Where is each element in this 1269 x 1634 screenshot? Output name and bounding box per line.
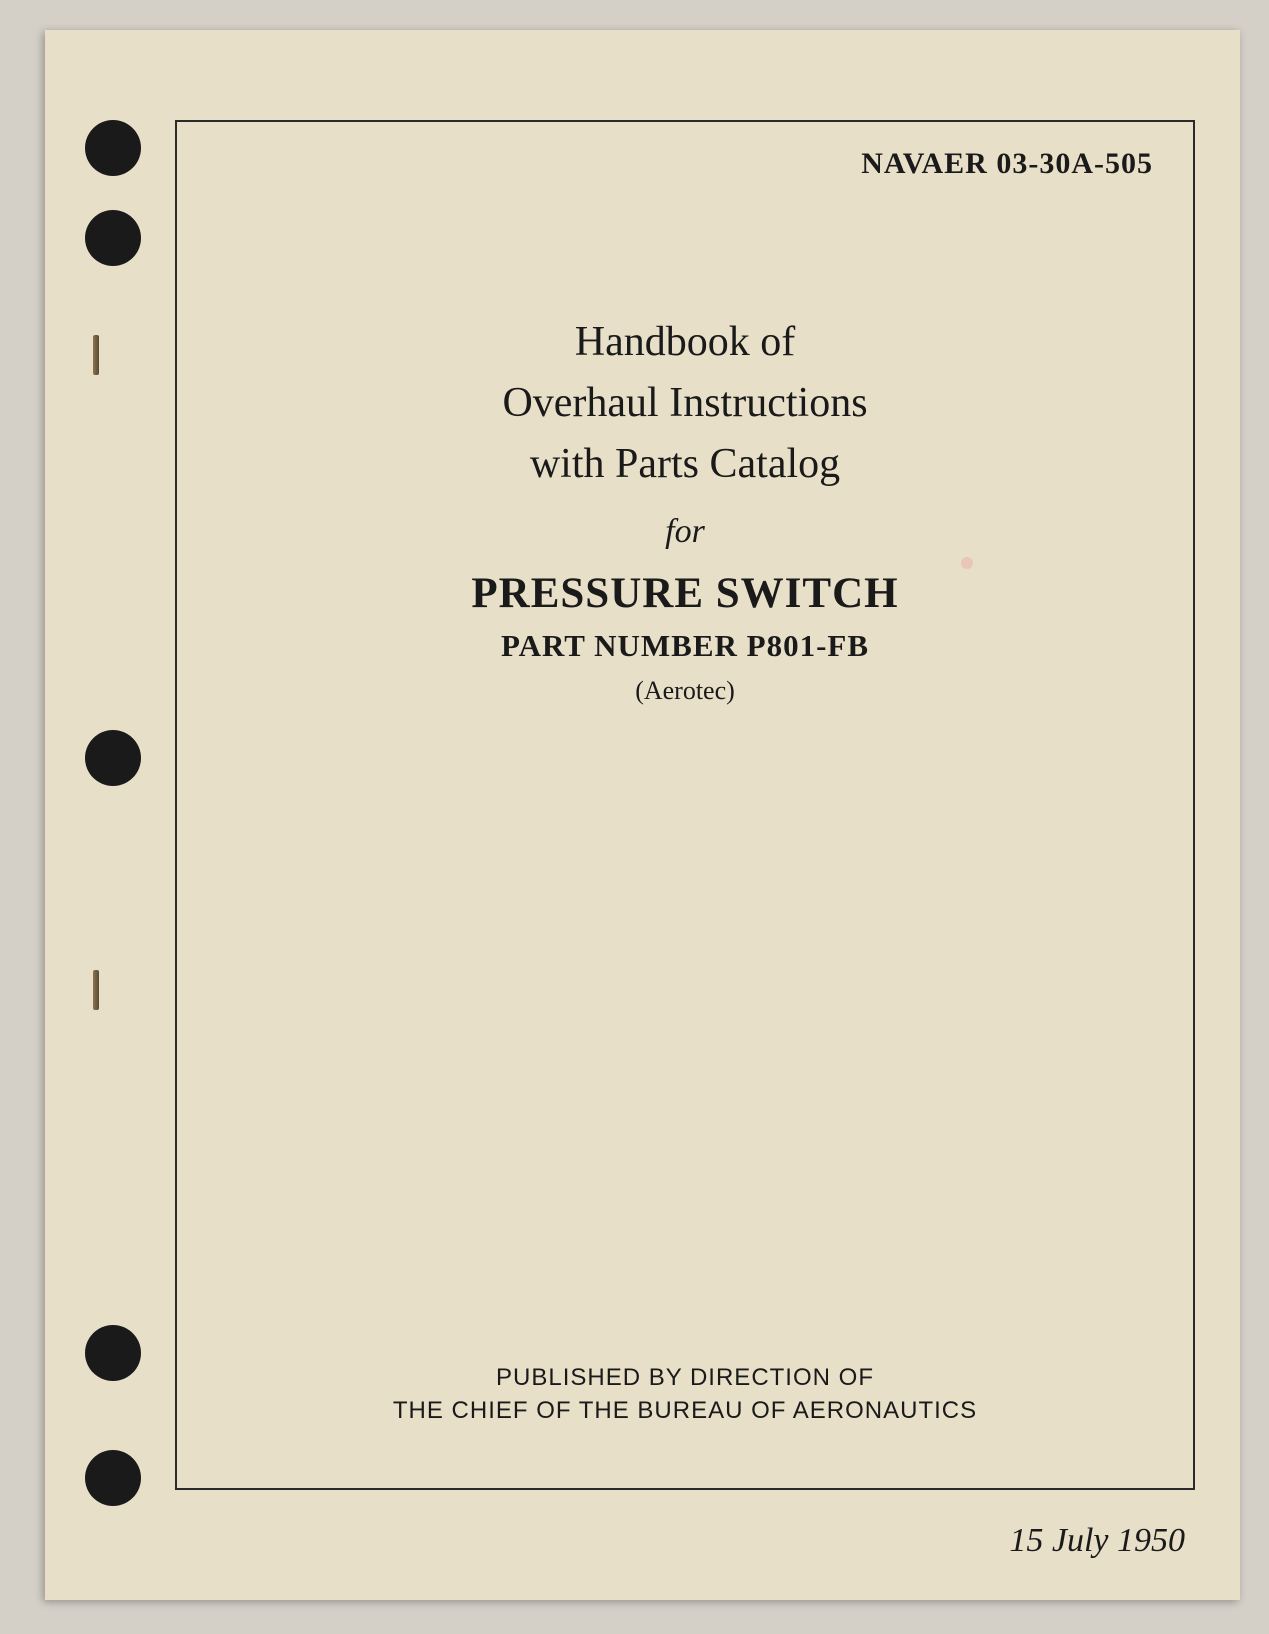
for-text: for [177,513,1193,551]
staple-mark [93,335,99,375]
content-border: NAVAER 03-30A-505 Handbook of Overhaul I… [175,120,1195,1490]
part-number: PART NUMBER P801-FB [177,628,1193,664]
staple-mark [93,970,99,1010]
document-number: NAVAER 03-30A-505 [861,147,1153,181]
title-line-3: with Parts Catalog [177,434,1193,495]
punch-hole [85,120,141,176]
title-block: Handbook of Overhaul Instructions with P… [177,312,1193,706]
document-page: NAVAER 03-30A-505 Handbook of Overhaul I… [45,30,1240,1600]
publisher-line-2: THE CHIEF OF THE BUREAU OF AERONAUTICS [177,1394,1193,1428]
title-line-2: Overhaul Instructions [177,373,1193,434]
title-line-1: Handbook of [177,312,1193,373]
publisher-block: PUBLISHED BY DIRECTION OF THE CHIEF OF T… [177,1361,1193,1428]
punch-hole [85,730,141,786]
publication-date: 15 July 1950 [1009,1522,1185,1560]
punch-hole [85,1325,141,1381]
punch-hole [85,210,141,266]
publisher-line-1: PUBLISHED BY DIRECTION OF [177,1361,1193,1395]
subject-title: PRESSURE SWITCH [177,569,1193,618]
manufacturer: (Aerotec) [177,676,1193,706]
punch-hole [85,1450,141,1506]
